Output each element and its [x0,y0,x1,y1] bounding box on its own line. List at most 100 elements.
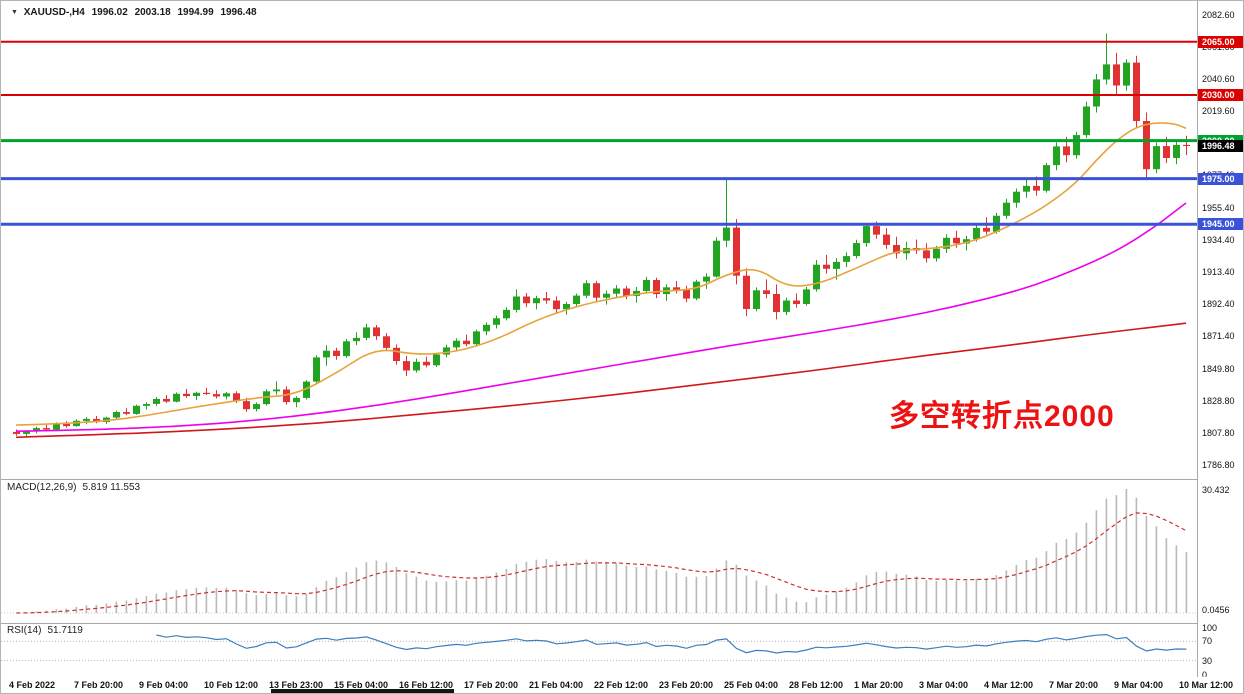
candle-body [1033,185,1040,191]
macd-histogram-bar [465,580,468,613]
macd-histogram-bar [415,576,418,613]
candle-body [283,389,290,403]
macd-histogram-bar [275,593,278,613]
candle-body [113,412,120,418]
macd-histogram-bar [685,576,688,613]
time-label: 16 Feb 12:00 [399,680,454,690]
macd-histogram-bar [735,564,738,613]
macd-histogram-bar [175,590,178,613]
macd-histogram-bar [1085,522,1088,613]
time-label: 28 Feb 12:00 [789,680,844,690]
candle-body [1013,191,1020,203]
price-badge-2065.00: 2065.00 [1198,36,1243,48]
macd-histogram-bar [855,582,858,613]
macd-histogram-bar [895,573,898,613]
candle-body [463,340,470,345]
macd-histogram-bar [655,569,658,613]
macd-histogram-bar [1005,570,1008,613]
macd-histogram-bar [715,568,718,613]
macd-histogram-bar [255,595,258,613]
macd-histogram-bar [825,594,828,613]
axis-tick-label: 2082.60 [1202,10,1235,20]
macd-histogram-bar [135,598,138,613]
macd-histogram-bar [635,567,638,613]
macd-histogram-bar [425,580,428,613]
candle-body [523,296,530,304]
macd-histogram-bar [265,594,268,613]
price-chart-svg[interactable] [1,1,1197,479]
candle-body [633,290,640,296]
candle-body [863,226,870,244]
macd-histogram-bar [445,581,448,613]
time-label: 21 Feb 04:00 [529,680,584,690]
rsi-chart-svg[interactable] [1,623,1197,677]
macd-histogram-bar [935,581,938,613]
candle-body [173,393,180,402]
candle-body [1183,144,1190,146]
candle-body [233,393,240,402]
price-badge-1945.00: 1945.00 [1198,218,1243,230]
axis-tick-label: 2019.60 [1202,106,1235,116]
candle-body [303,381,310,398]
candle-body [563,304,570,310]
macd-histogram-bar [985,578,988,613]
macd-histogram-bar [155,593,158,613]
candle-body [773,294,780,312]
candle-body [163,398,170,402]
time-axis[interactable]: 4 Feb 2022 7 Feb 20:00 9 Feb 04:00 10 Feb 1… [1,677,1243,693]
time-label: 4 Mar 12:00 [984,680,1034,690]
candle-body [1123,62,1130,86]
rsi-label: RSI(14) 51.7119 [7,625,83,636]
macd-histogram-bar [345,571,348,613]
candle-body [53,423,60,430]
macd-histogram-bar [525,561,528,613]
macd-histogram-bar [305,593,308,613]
candle-body [243,401,250,410]
macd-histogram-bar [725,560,728,613]
axis-tick-label: 1913.40 [1202,267,1235,277]
candle-body [83,418,90,421]
candle-body [363,327,370,338]
axis-tick-label: 1807.80 [1202,428,1235,438]
macd-chart-svg[interactable] [1,479,1197,623]
rsi-axis[interactable]: 100 70 30 0 [1197,623,1243,680]
macd-signal-line [16,512,1187,614]
macd-histogram-bar [955,580,958,613]
macd-histogram-bar [1065,539,1068,613]
candle-body [963,239,970,244]
time-label: 15 Feb 04:00 [334,680,389,690]
macd-histogram-bar [915,576,918,613]
candle-body [193,392,200,396]
macd-histogram-bar [585,559,588,613]
axis-tick-label: 70 [1202,636,1213,646]
macd-histogram-bar [1145,515,1148,613]
macd-histogram-bar [515,563,518,613]
candle-body [923,250,930,259]
macd-values: 5.819 11.553 [82,482,141,493]
axis-tick-label: 1892.40 [1202,299,1235,309]
price-axis[interactable]: 2082.602061.602040.602019.601998.401977.… [1197,1,1243,479]
macd-axis[interactable]: 30.432 0.0456 [1197,479,1243,623]
candle-body [183,393,190,397]
macd-histogram-bar [455,580,458,613]
candle-body [603,293,610,298]
macd-histogram-bar [545,559,548,613]
candle-body [223,393,230,397]
candle-body [1023,185,1030,192]
candle-body [433,354,440,366]
macd-histogram-bar [875,571,878,613]
candle-body [93,418,100,423]
candle-body [973,227,980,240]
axis-tick-label: 1871.40 [1202,331,1235,341]
candle-body [653,280,660,295]
macd-histogram-bar [205,587,208,613]
macd-histogram-bar [1055,542,1058,613]
macd-histogram-bar [805,602,808,613]
macd-histogram-bar [355,567,358,613]
candle-body [983,227,990,232]
bottom-dark-bar [271,689,454,693]
candle-body [673,287,680,290]
macd-histogram-bar [505,568,508,613]
time-label: 10 Mar 12:00 [1179,680,1234,690]
